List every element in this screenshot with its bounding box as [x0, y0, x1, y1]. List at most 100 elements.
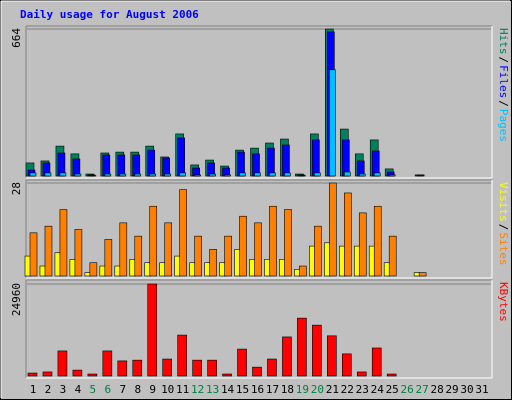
bar [209, 249, 217, 277]
x-tick-label: 20 [311, 383, 324, 396]
bar [239, 215, 247, 277]
x-tick-label: 5 [90, 383, 97, 396]
bar [371, 347, 382, 377]
bar [44, 172, 52, 177]
legend-entry: Hits [497, 28, 510, 55]
bar [269, 205, 277, 277]
x-tick-label: 25 [386, 383, 399, 396]
bar [164, 173, 171, 177]
bar [119, 222, 128, 277]
bar [89, 262, 98, 277]
legend-separator: / [497, 224, 510, 231]
bar [194, 174, 201, 177]
legend-separator: / [497, 100, 510, 107]
bar [149, 205, 158, 277]
bar [373, 172, 381, 177]
bar [74, 173, 82, 177]
bar [284, 209, 292, 277]
bar [104, 239, 113, 277]
x-tick-label: 4 [75, 383, 82, 396]
bar [72, 158, 81, 177]
bar [312, 324, 322, 377]
x-tick-label: 8 [134, 383, 141, 396]
bar [224, 174, 231, 177]
y-tick-label: 24960 [10, 283, 23, 316]
bar [42, 371, 53, 377]
bar [57, 152, 66, 177]
bar [358, 173, 366, 177]
bar [164, 222, 172, 277]
x-tick-label: 1 [30, 383, 37, 396]
bar [371, 150, 380, 177]
bar [267, 147, 275, 177]
x-tick-label: 27 [416, 383, 429, 396]
x-tick-label: 28 [430, 383, 443, 396]
y-tick-label: 28 [10, 182, 23, 195]
legend-entry: Pages [497, 109, 510, 142]
bar [134, 235, 143, 277]
x-tick-label: 21 [326, 383, 339, 396]
bar [224, 235, 232, 277]
bar [192, 359, 202, 377]
bar [117, 360, 128, 377]
x-tick-label: 16 [251, 383, 264, 396]
legend-entry: KBytes [497, 282, 510, 322]
bar [314, 225, 322, 277]
x-tick-label: 23 [356, 383, 369, 396]
bar [282, 144, 290, 177]
x-tick-label: 7 [119, 383, 126, 396]
bar [297, 317, 307, 377]
bar [373, 205, 382, 277]
bar [329, 182, 337, 277]
bar [119, 173, 127, 177]
bar [254, 222, 262, 277]
legend-separator: / [497, 57, 510, 64]
x-tick-label: 13 [206, 383, 219, 396]
bar [162, 358, 172, 377]
bar [314, 172, 321, 177]
bar [179, 172, 186, 177]
chart-title: Daily usage for August 2006 [20, 8, 199, 21]
bar [132, 359, 143, 377]
bar [57, 350, 68, 377]
bar [104, 173, 112, 177]
legend-entry: Sites [497, 232, 510, 265]
bar [209, 173, 216, 177]
bar [386, 373, 397, 377]
x-tick-label: 14 [221, 383, 235, 396]
bar [254, 172, 261, 177]
bar [29, 172, 37, 177]
bar [134, 173, 142, 177]
legend-entry: Files [497, 65, 510, 98]
bar [237, 348, 247, 377]
bar [72, 369, 83, 377]
bar [343, 192, 352, 277]
x-tick-label: 11 [176, 383, 189, 396]
bar [239, 172, 246, 177]
bar [282, 336, 292, 377]
x-tick-label: 18 [281, 383, 294, 396]
bar [299, 265, 307, 277]
x-tick-label: 22 [341, 383, 354, 396]
x-tick-label: 26 [401, 383, 414, 396]
bar [416, 174, 425, 177]
bar [102, 350, 113, 377]
bar [343, 171, 351, 177]
x-tick-label: 31 [475, 383, 488, 396]
bar [177, 334, 187, 377]
bar [162, 157, 170, 177]
bar [269, 172, 276, 177]
x-tick-label: 24 [371, 383, 385, 396]
bar [358, 212, 367, 277]
x-tick-label: 10 [161, 383, 174, 396]
x-tick-label: 2 [45, 383, 52, 396]
bar [74, 229, 83, 277]
bar [59, 209, 68, 277]
bar [177, 137, 185, 177]
bar [207, 359, 217, 377]
bar [87, 373, 98, 377]
bar [102, 154, 111, 177]
bar [179, 189, 187, 277]
